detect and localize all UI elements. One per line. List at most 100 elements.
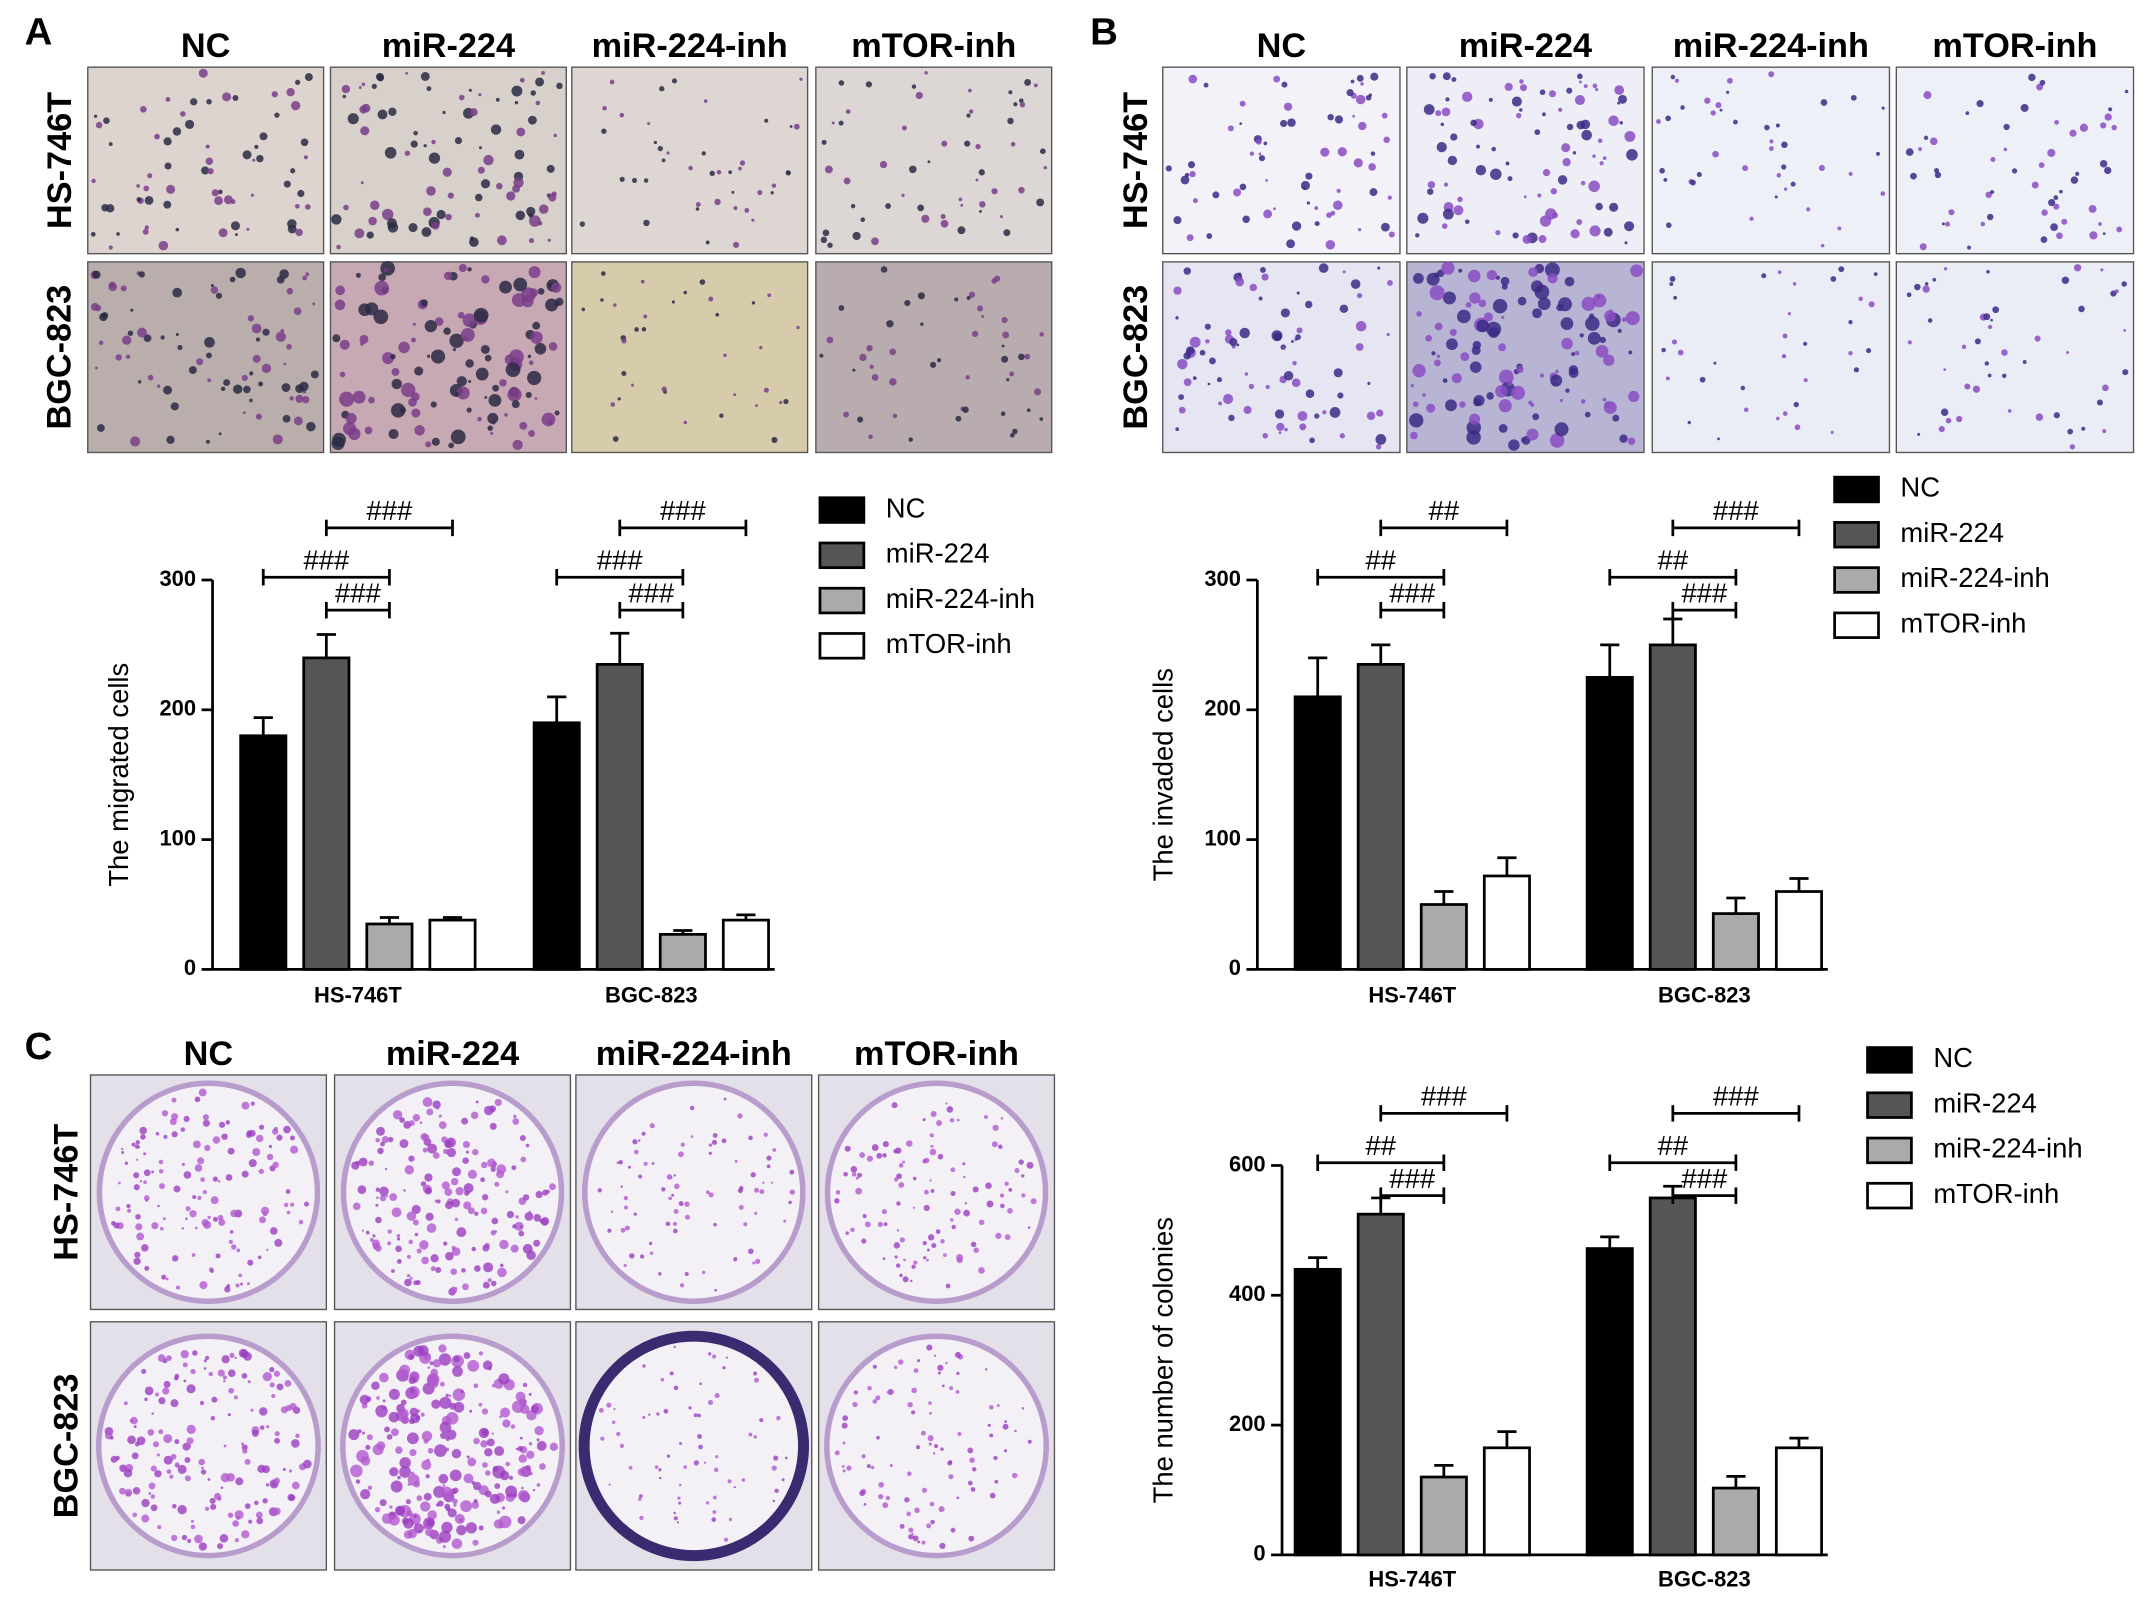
cell [1550, 374, 1563, 387]
cell [1848, 171, 1853, 176]
colony [666, 1174, 673, 1180]
cell [843, 177, 851, 185]
cell [1621, 317, 1627, 322]
cell [1178, 394, 1185, 401]
cell [1273, 332, 1283, 341]
cell [1548, 90, 1556, 98]
cell [391, 378, 402, 390]
cell [115, 354, 122, 361]
cell [230, 221, 240, 231]
row-label: BGC-823 [48, 1374, 86, 1519]
colony [162, 1387, 170, 1395]
cell [1562, 158, 1571, 167]
y-tick-label: 200 [1204, 696, 1241, 721]
colony [649, 1123, 655, 1129]
colony [302, 1459, 312, 1469]
cell [779, 400, 783, 405]
cell [1291, 221, 1302, 231]
cell [1356, 292, 1363, 299]
colony [993, 1455, 998, 1461]
cell [1581, 129, 1592, 141]
colony [148, 1492, 152, 1495]
cell [1943, 267, 1948, 271]
cell [1500, 276, 1510, 286]
colony [427, 1447, 434, 1454]
colony [406, 1510, 413, 1517]
cell [93, 114, 98, 118]
colony [240, 1349, 249, 1359]
cell [1934, 171, 1942, 179]
colony [530, 1404, 539, 1413]
cell [388, 428, 399, 439]
colony [348, 1429, 360, 1441]
cell [454, 137, 463, 145]
colony [435, 1266, 442, 1273]
row-label: HS-746T [41, 92, 79, 229]
cell [1173, 286, 1182, 295]
colony [235, 1477, 244, 1486]
colony [233, 1395, 238, 1400]
colony [399, 1465, 412, 1478]
colony [453, 1503, 457, 1507]
cell [1732, 119, 1738, 125]
colony [227, 1369, 236, 1378]
cell [610, 402, 616, 407]
cell [96, 424, 105, 432]
cell [1472, 340, 1482, 350]
colony [425, 1527, 434, 1537]
colony [181, 1163, 185, 1166]
colony [217, 1369, 225, 1377]
cell [613, 303, 617, 307]
colony [929, 1411, 932, 1415]
cell [156, 384, 161, 388]
colony [392, 1110, 403, 1120]
y-axis-label: The number of colonies [1148, 1217, 1179, 1503]
colony [699, 1382, 702, 1386]
colony [266, 1153, 274, 1161]
cell [1273, 75, 1281, 83]
colony [203, 1367, 207, 1370]
cell [783, 398, 789, 405]
colony [668, 1196, 672, 1201]
cell [380, 261, 395, 276]
cell [1680, 105, 1685, 110]
cell [293, 307, 302, 316]
colony [907, 1471, 912, 1477]
cell [838, 120, 844, 126]
colony [482, 1281, 490, 1289]
colony [429, 1361, 434, 1366]
cell [1036, 198, 1045, 207]
cell [143, 185, 150, 192]
legend-label: mTOR-inh [886, 628, 1012, 659]
legend-label: miR-224-inh [886, 583, 1035, 614]
cell [2111, 124, 2117, 131]
colony [753, 1371, 758, 1376]
cell [1984, 361, 1989, 366]
cell [484, 354, 492, 362]
cell [827, 242, 833, 248]
cell [733, 206, 738, 211]
cell [481, 275, 490, 284]
cell [90, 231, 96, 237]
colony [419, 1121, 423, 1124]
cell [975, 178, 979, 182]
image-background [87, 66, 325, 255]
row-label: HS-746T [1117, 92, 1155, 229]
cell [631, 383, 635, 387]
cell [283, 180, 291, 188]
colony [536, 1243, 539, 1247]
cell [286, 87, 295, 97]
colony [891, 1102, 898, 1109]
colony [871, 1144, 879, 1151]
cell [528, 429, 535, 437]
cell [1665, 115, 1671, 122]
colony [387, 1241, 392, 1246]
colony [989, 1492, 996, 1499]
cell [1713, 361, 1717, 365]
cell [95, 121, 103, 129]
bar [239, 734, 288, 971]
colony [713, 1467, 719, 1472]
cell [249, 398, 253, 403]
colony [422, 1147, 428, 1153]
colony [480, 1207, 488, 1215]
